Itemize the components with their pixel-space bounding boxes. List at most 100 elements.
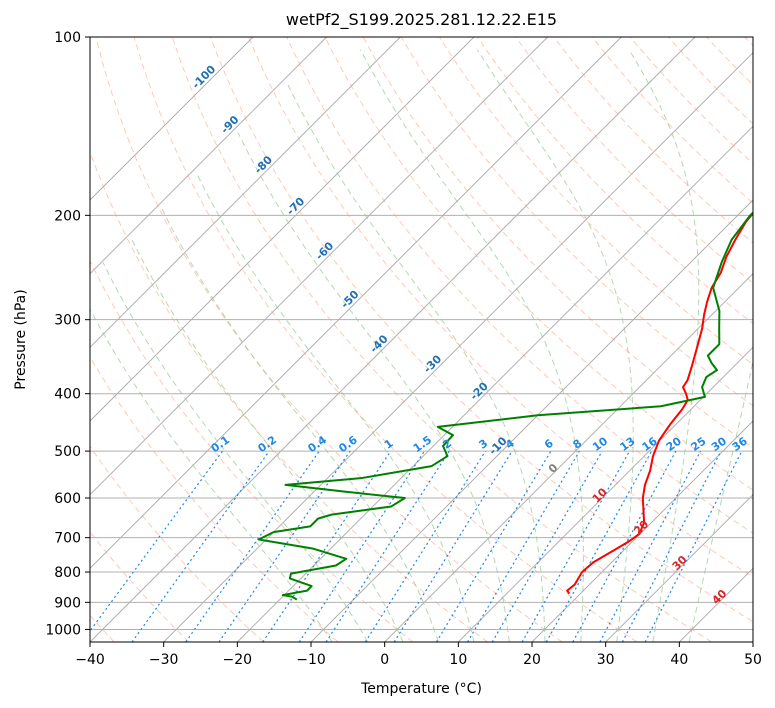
moist-adiabat [90,308,333,642]
isotherm-label: -100 [190,63,219,92]
isotherm-line [90,37,696,642]
isotherm-label: -20 [468,379,491,402]
axis-ticks: −40 −30 −20 −10 0 10 20 30 40 5010020030040050060… [45,30,762,668]
dry-adiabat [667,37,753,125]
isotherm-line [163,51,753,642]
moist-adiabat [688,358,753,642]
mixing-ratio-label: 0.4 [306,433,330,455]
isotherm-label: -80 [252,153,275,176]
temperature-profile [566,211,753,595]
y-tick-label: 1000 [45,622,81,638]
isotherm-line [384,272,753,642]
isotherm-line [752,641,753,642]
isotherm-line [90,37,328,275]
dry-adiabat [90,356,339,642]
y-tick-label: 200 [54,208,81,224]
mixing-ratio-line [435,450,552,642]
x-tick-label: 10 [449,652,467,668]
y-tick-label: 400 [54,387,81,403]
annotations: 0.1 0.2 0.4 0.6 1 1.5 2 3 4 6 8 10 13 16 20 25 30 36-100-… [190,63,750,607]
mixing-ratio-label: 6 [542,437,556,452]
isotherm-label: -40 [367,332,390,355]
y-tick-label: 500 [54,444,81,460]
dewpoint-profile [257,211,753,601]
mixing-ratio-line [298,450,425,642]
mixing-ratio-line [218,450,351,642]
dry-adiabat [133,37,638,642]
dry-adiabat [476,37,753,325]
y-axis-label: Pressure (hPa) [13,289,29,389]
isotherm-label: 40 [709,587,729,607]
x-tick-label: 40 [670,652,688,668]
dry-adiabat [438,37,753,366]
x-tick-label: 0 [380,652,389,668]
y-tick-label: 100 [54,30,81,46]
moist-adiabat [628,49,700,642]
x-tick-label: 30 [597,652,615,668]
isotherm-line [457,346,753,642]
dry-adiabat [629,37,753,165]
dry-adiabat [743,37,753,47]
dry-adiabat [400,37,753,407]
background-lines [90,37,753,642]
dry-adiabat [90,259,414,642]
mixing-ratio-line [131,450,270,642]
y-tick-label: 800 [54,565,81,581]
moist-adiabat [287,83,546,642]
mixing-ratio-line [572,450,677,642]
mixing-ratio-line [491,450,603,642]
moist-adiabat [131,239,404,642]
x-tick-label: 50 [744,652,762,668]
mixing-ratio-line [262,450,392,642]
mixing-ratio-label: 0.6 [336,433,360,455]
mixing-ratio-line [185,450,320,642]
isotherm-line [90,37,401,349]
isotherm-line [90,37,549,496]
dry-adiabat [324,37,753,491]
dry-adiabat [171,37,712,642]
isotherm-label: 10 [590,485,610,505]
isotherm-label: -70 [284,194,307,217]
dry-adiabat [209,37,753,623]
mixing-ratio-line [466,450,580,642]
dry-adiabat [362,37,753,449]
mixing-ratio-line [90,450,223,632]
dry-adiabat [515,37,753,284]
mixing-ratio-line [393,450,513,642]
isotherm-label: 20 [631,517,651,537]
isotherm-line [678,567,753,642]
isotherm-label: -50 [338,288,361,311]
y-tick-label: 700 [54,531,81,547]
mixing-ratio-line [599,450,702,642]
moist-adiabat [237,132,510,642]
isotherm-line [236,125,753,642]
y-tick-label: 900 [54,595,81,611]
mixing-ratio-label: 1.5 [411,433,434,455]
mixing-ratio-line [644,450,743,642]
isotherm-label: -30 [421,352,444,375]
mixing-ratio-line [545,450,653,642]
plot-frame [89,36,754,643]
y-tick-label: 600 [54,491,81,507]
x-tick-label: −20 [223,652,253,668]
x-tick-label: −40 [75,652,105,668]
data-lines [257,211,753,601]
isotherm-line [90,37,254,201]
dry-adiabat [90,445,264,642]
x-tick-label: −10 [296,652,326,668]
isotherm-line [531,420,753,642]
moist-adiabat [161,208,439,642]
moist-adiabat [359,49,584,642]
dry-adiabat [90,150,488,642]
mixing-ratio-label: 0.1 [209,433,232,455]
dry-adiabat [286,37,753,534]
x-tick-label: −30 [149,652,179,668]
dry-adiabat [95,37,563,642]
dry-adiabat [248,37,753,578]
mixing-ratio-line [521,450,631,642]
isotherm-line [605,493,753,642]
y-tick-label: 300 [54,313,81,329]
mixing-ratio-label: 2 [440,437,454,452]
x-tick-label: 20 [523,652,541,668]
